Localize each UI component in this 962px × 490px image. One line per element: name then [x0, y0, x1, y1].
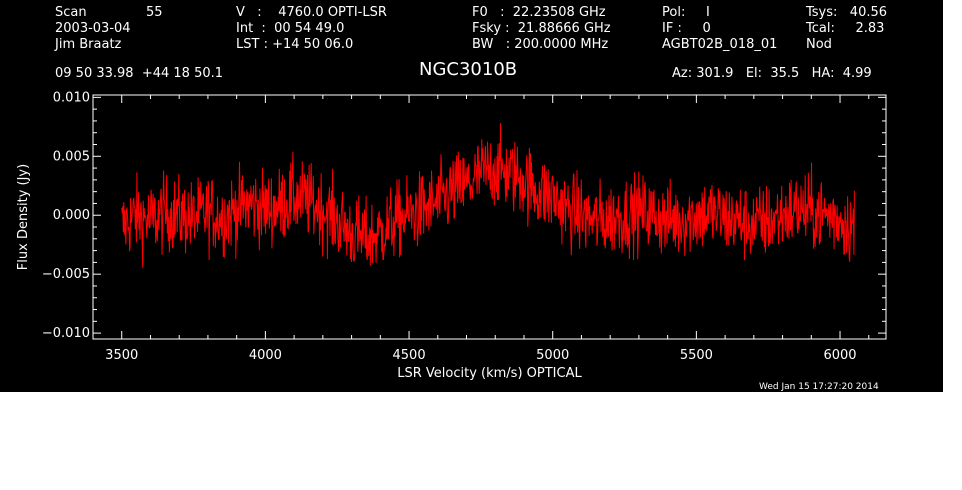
y-tick-label: 0.010 — [53, 90, 90, 105]
polarization: Pol: I — [662, 5, 710, 20]
y-tick-label: 0.000 — [53, 208, 90, 223]
y-axis-label: Flux Density (Jy) — [16, 164, 31, 270]
sky-frequency: Fsky : 21.88666 GHz — [472, 21, 611, 36]
az-el-ha: Az: 301.9 El: 35.5 HA: 4.99 — [672, 66, 872, 81]
lst-info: LST : +14 50 06.0 — [236, 37, 354, 52]
x-axis-label: LSR Velocity (km/s) OPTICAL — [397, 366, 582, 381]
x-tick-label: 3500 — [105, 348, 138, 363]
y-tick-label: −0.005 — [42, 267, 90, 282]
observer-name: Jim Braatz — [55, 37, 122, 52]
scan-label: Scan — [55, 5, 87, 20]
x-tick-label: 5000 — [536, 348, 569, 363]
calibration-temperature: Tcal: 2.83 — [806, 21, 885, 36]
if-number: IF : 0 — [662, 21, 711, 36]
plot-frame — [92, 94, 887, 340]
plot-panel: Scan 55 2003-03-04 Jim Braatz V : 4760.0… — [0, 0, 943, 392]
x-tick-label: 6000 — [823, 348, 856, 363]
observing-mode: Nod — [806, 37, 832, 52]
project-id: AGBT02B_018_01 — [662, 37, 778, 52]
scan-number: 55 — [146, 5, 163, 20]
series-line-0 — [121, 122, 855, 268]
observation-date: 2003-03-04 — [55, 21, 131, 36]
bandwidth: BW : 200.0000 MHz — [472, 37, 609, 52]
source-coordinates: 09 50 33.98 +44 18 50.1 — [55, 66, 224, 81]
velocity-info: V : 4760.0 OPTI-LSR — [236, 5, 387, 20]
x-tick-label: 4000 — [249, 348, 282, 363]
system-temperature: Tsys: 40.56 — [806, 5, 888, 20]
x-tick-label: 4500 — [393, 348, 426, 363]
y-tick-label: −0.010 — [42, 326, 90, 341]
plot-timestamp: Wed Jan 15 17:27:20 2014 — [759, 382, 879, 392]
y-tick-label: 0.005 — [53, 149, 90, 164]
rest-frequency: F0 : 22.23508 GHz — [472, 5, 606, 20]
spectrum-chart: 3500 4000 4500 5000 5500 6000 −0.010 −0.005 0.00… — [16, 90, 887, 381]
integration-time: Int : 00 54 49.0 — [236, 21, 345, 36]
x-tick-label: 5500 — [680, 348, 713, 363]
source-name: NGC3010B — [419, 59, 518, 80]
